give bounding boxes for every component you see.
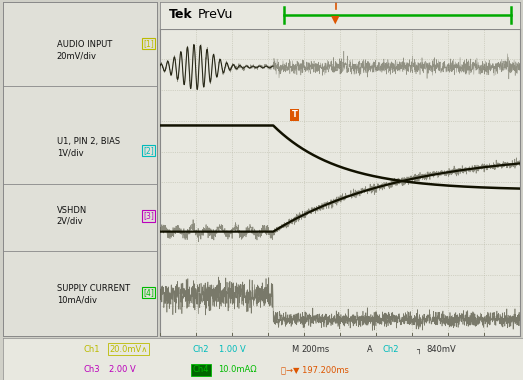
Text: Ch2: Ch2	[382, 345, 399, 354]
Text: 840mV: 840mV	[427, 345, 457, 354]
Text: [3]: [3]	[143, 211, 154, 220]
Text: M: M	[291, 345, 299, 354]
Text: 200ms: 200ms	[302, 345, 330, 354]
Text: 20.0mV∧: 20.0mV∧	[109, 345, 147, 354]
Text: ▼: ▼	[332, 14, 340, 24]
Text: T: T	[292, 110, 298, 119]
Text: Ch3: Ch3	[83, 366, 100, 374]
Text: 2.00 V: 2.00 V	[109, 366, 136, 374]
Text: Ch4: Ch4	[192, 366, 209, 374]
Text: U1, PIN 2, BIAS
1V/div: U1, PIN 2, BIAS 1V/div	[56, 137, 120, 157]
Text: A: A	[367, 345, 372, 354]
Text: SUPPLY CURRENT
10mA/div: SUPPLY CURRENT 10mA/div	[56, 285, 130, 304]
Text: PreVu: PreVu	[197, 8, 233, 21]
Text: [4]: [4]	[143, 288, 154, 297]
Text: Ch2: Ch2	[192, 345, 209, 354]
Text: Ch1: Ch1	[83, 345, 100, 354]
Text: VSHDN
2V/div: VSHDN 2V/div	[56, 206, 87, 226]
Text: 🕒→▼ 197.200ms: 🕒→▼ 197.200ms	[281, 366, 349, 374]
Text: [2]: [2]	[143, 146, 154, 155]
Text: Tek: Tek	[168, 8, 192, 21]
Text: ┐: ┐	[416, 345, 422, 354]
Text: 1.00 V: 1.00 V	[219, 345, 245, 354]
Text: AUDIO INPUT
20mV/div: AUDIO INPUT 20mV/div	[56, 40, 112, 60]
Text: [1]: [1]	[143, 39, 154, 48]
Text: 10.0mAΩ: 10.0mAΩ	[219, 366, 257, 374]
